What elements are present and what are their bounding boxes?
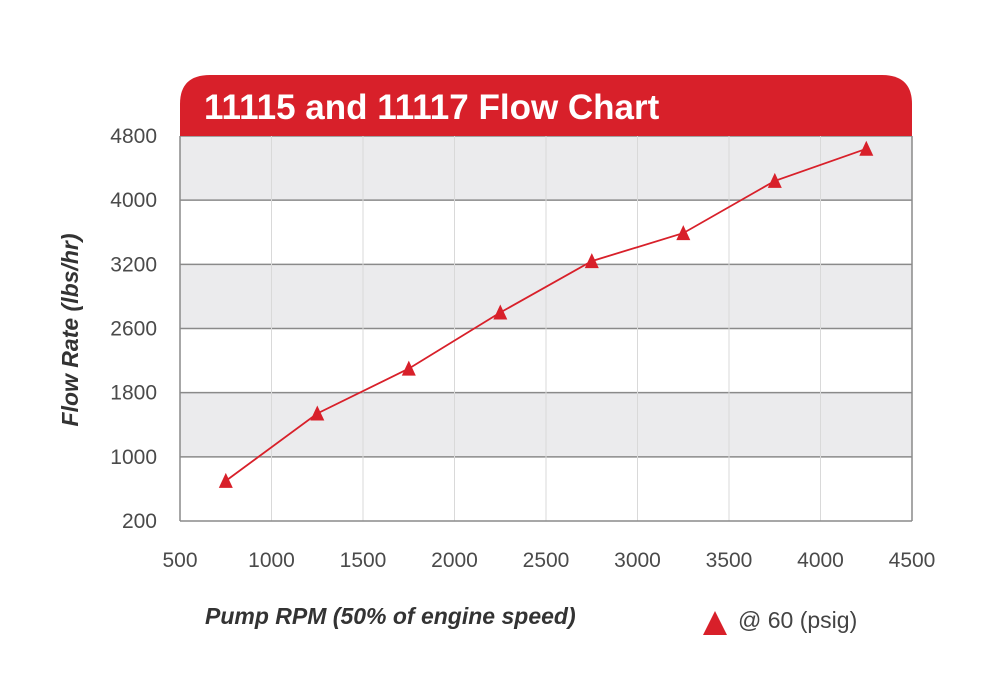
x-tick-label: 1000 xyxy=(248,549,295,572)
y-tick-label: 4800 xyxy=(110,125,157,148)
y-tick-label: 1800 xyxy=(110,382,157,405)
title-bar xyxy=(180,75,912,136)
legend: @ 60 (psig) xyxy=(703,607,857,635)
x-tick-label: 4500 xyxy=(889,549,936,572)
y-tick-label: 3200 xyxy=(110,253,157,276)
data-point-triangle xyxy=(859,140,874,156)
x-tick-label: 3000 xyxy=(614,549,661,572)
x-tick-label: 2500 xyxy=(523,549,570,572)
data-point-triangle xyxy=(584,253,599,269)
legend-triangle-icon xyxy=(703,611,727,635)
data-point-triangle xyxy=(218,472,233,488)
series-60-psig xyxy=(218,140,874,488)
y-tick-label: 4000 xyxy=(110,189,157,212)
data-point-triangle xyxy=(493,304,508,320)
data-point-triangle xyxy=(310,405,325,421)
x-axis-label: Pump RPM (50% of engine speed) xyxy=(205,603,576,629)
data-point-triangle xyxy=(767,172,782,188)
x-tick-label: 4000 xyxy=(797,549,844,572)
data-point-triangle xyxy=(676,225,691,241)
y-axis-ticks: 200 1000 1800 2600 3200 4000 4800 xyxy=(110,125,157,533)
x-axis-ticks: 500 1000 1500 2000 2500 3000 3500 4000 4500 xyxy=(162,549,935,572)
y-tick-label: 1000 xyxy=(110,446,157,469)
chart-title: 11115 and 11117 Flow Chart xyxy=(204,88,660,127)
x-tick-label: 500 xyxy=(162,549,197,572)
y-tick-label: 2600 xyxy=(110,318,157,341)
y-tick-label: 200 xyxy=(122,510,157,533)
data-point-triangle xyxy=(401,360,416,376)
y-axis-label: Flow Rate (lbs/hr) xyxy=(57,234,83,427)
x-tick-label: 1500 xyxy=(340,549,387,572)
series-line xyxy=(225,147,867,482)
legend-label: @ 60 (psig) xyxy=(738,607,857,633)
x-tick-label: 2000 xyxy=(431,549,478,572)
x-tick-label: 3500 xyxy=(706,549,753,572)
